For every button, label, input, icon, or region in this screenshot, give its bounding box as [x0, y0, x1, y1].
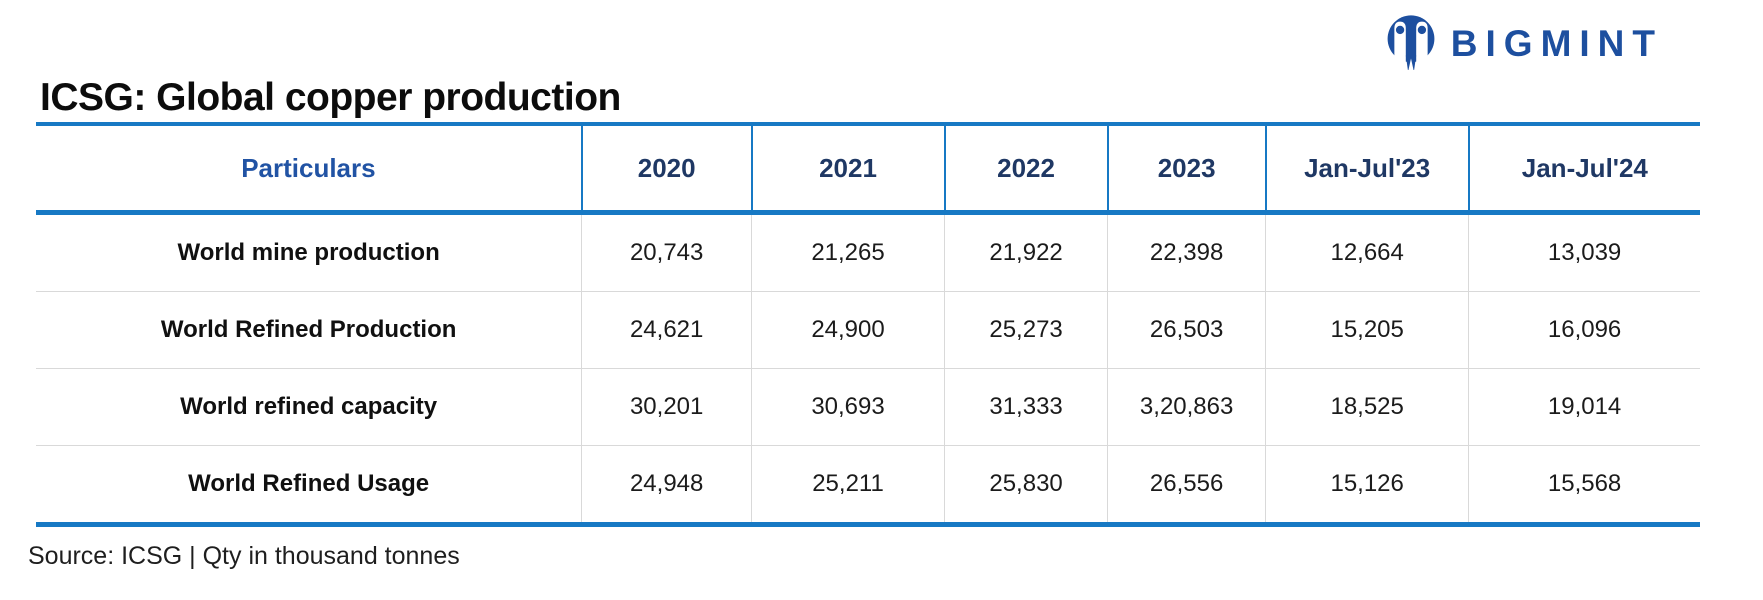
data-cell: 16,096: [1468, 291, 1700, 369]
data-cell: 21,922: [944, 212, 1108, 292]
row-label: World mine production: [177, 239, 440, 266]
data-cell: 19,014: [1468, 368, 1700, 446]
table-row: World Refined Usage 24,948 25,211 25,830 26,…: [36, 445, 1700, 525]
data-cell: 25,211: [751, 445, 945, 525]
data-cell: 12,664: [1265, 212, 1469, 292]
data-cell: 24,948: [581, 445, 752, 525]
row-label: World refined capacity: [36, 368, 582, 446]
data-cell: 25,273: [944, 291, 1108, 369]
table-body: World mine production 20,743 21,265 21,922 2…: [36, 212, 1700, 525]
data-cell: 3,20,863: [1107, 368, 1266, 446]
column-header: 2023: [1106, 124, 1266, 215]
data-cell: 15,126: [1265, 445, 1469, 525]
data-cell: 13,039: [1468, 212, 1700, 292]
copper-production-table: Particulars 2020 2021 2022 2023 Jan-Jul'23 Jan…: [36, 122, 1700, 527]
data-cell: 15,568: [1468, 445, 1700, 525]
source-note: Source: ICSG | Qty in thousand tonnes: [28, 542, 460, 570]
bigmint-logo-text: BIGMINT: [1450, 23, 1663, 64]
page-title: ICSG: Global copper production: [40, 76, 621, 120]
table-row: World mine production 20,743 21,265 21,922 2…: [36, 212, 1700, 292]
copper-production-table-section: Particulars 2020 2021 2022 2023 Jan-Jul'23 Jan…: [28, 122, 1700, 571]
column-header: 2022: [943, 124, 1108, 215]
data-cell: 22,398: [1107, 212, 1266, 292]
data-cell: 24,621: [581, 291, 752, 369]
bigmint-logo-icon: [1385, 14, 1437, 74]
data-cell: 30,201: [581, 368, 752, 446]
bigmint-logo: BIGMINT: [1385, 14, 1663, 74]
column-header: 2020: [580, 124, 752, 215]
row-label: World Refined Usage: [36, 445, 582, 525]
row-label: World Refined Production: [36, 291, 582, 369]
column-header: Jan-Jul'24: [1467, 124, 1700, 215]
column-header: Jan-Jul'23: [1264, 124, 1469, 215]
data-cell: 30,693: [751, 368, 945, 446]
data-cell: 20,743: [581, 212, 752, 292]
data-cell: 18,525: [1265, 368, 1469, 446]
data-cell: 31,333: [944, 368, 1108, 446]
data-cell: 24,900: [751, 291, 945, 369]
data-cell: 26,556: [1107, 445, 1266, 525]
table-row: World refined capacity 30,201 30,693 31,333…: [36, 368, 1700, 446]
data-cell: 25,830: [944, 445, 1108, 525]
data-cell: 26,503: [1107, 291, 1266, 369]
table-header-row: Particulars 2020 2021 2022 2023 Jan-Jul'23 Jan…: [36, 124, 1700, 215]
column-header-particulars: Particulars: [36, 124, 582, 215]
data-cell: 21,265: [751, 212, 945, 292]
table-row: World Refined Production 24,621 24,900 25,2…: [36, 291, 1700, 369]
column-header: 2021: [750, 124, 945, 215]
data-cell: 15,205: [1265, 291, 1469, 369]
